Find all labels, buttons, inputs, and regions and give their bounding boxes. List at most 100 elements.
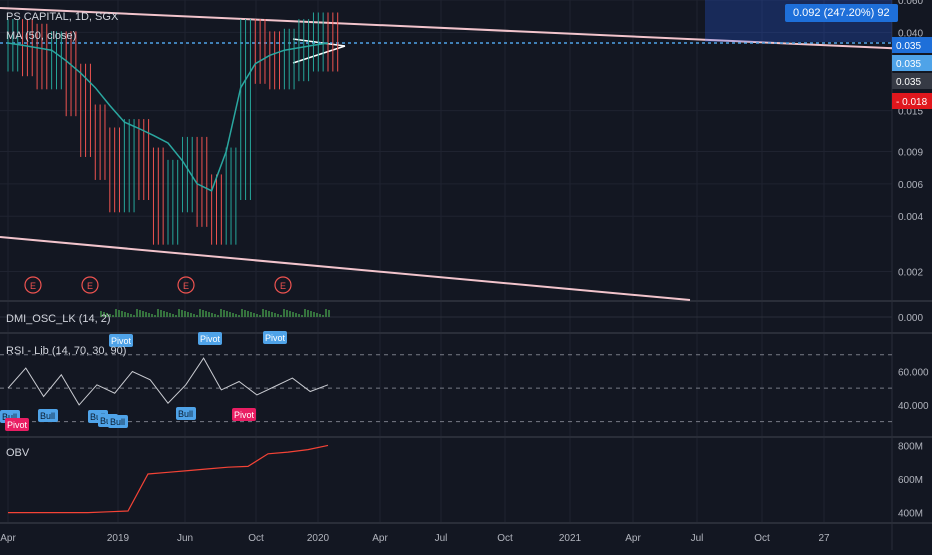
dmi-bar xyxy=(163,311,165,317)
dmi-bar xyxy=(112,315,114,317)
dmi-bar xyxy=(325,309,327,317)
dmi-bar xyxy=(301,315,303,317)
dmi-bar xyxy=(178,309,180,317)
dmi-bar xyxy=(247,311,249,317)
dmi-bar xyxy=(175,315,177,317)
lower-trendline xyxy=(0,236,691,301)
obv-axis-label: 800M xyxy=(898,441,923,452)
dmi-bar xyxy=(244,310,246,317)
dmi-bar xyxy=(142,311,144,317)
price-tag-bg xyxy=(892,37,932,53)
event-marker-text: E xyxy=(280,281,286,291)
dmi-bar xyxy=(241,309,243,317)
dmi-bar xyxy=(292,312,294,317)
price-tag: 0.035 xyxy=(892,73,932,89)
pivot-tag-text: Pivot xyxy=(7,420,28,430)
event-marker xyxy=(81,276,99,294)
x-tick-label: Jun xyxy=(177,533,193,544)
pivot-tag-bg xyxy=(5,418,29,431)
dmi-bar xyxy=(304,309,306,317)
pennant-lower xyxy=(292,45,346,64)
dmi-bar xyxy=(208,312,210,317)
pivot-tag-text: Pivot xyxy=(200,334,221,344)
pivot-tag-text: Pivot xyxy=(265,333,286,343)
x-tick-label: 2019 xyxy=(107,533,130,544)
dmi-bar xyxy=(184,311,186,317)
bull-tag-text: Bull xyxy=(100,416,115,426)
x-tick-label: 27 xyxy=(818,533,830,544)
dmi-bar xyxy=(169,313,171,317)
rsi-axis-label: 40.000 xyxy=(898,401,929,412)
dmi-bar xyxy=(100,311,102,317)
price-tag: 0.035 xyxy=(892,37,932,53)
event-marker-text: E xyxy=(30,281,36,291)
price-tag-text: 0.035 xyxy=(896,59,921,70)
dmi-bar xyxy=(259,315,261,317)
event-marker xyxy=(24,276,42,294)
pivot-tag-bg xyxy=(198,332,222,345)
dmi-bar xyxy=(139,310,141,317)
dmi-bar xyxy=(277,314,279,317)
pivot-tag-bg xyxy=(109,334,133,347)
dmi-bar xyxy=(205,311,207,317)
dmi-bar xyxy=(109,314,111,317)
dmi-bar xyxy=(253,313,255,317)
dmi-bar xyxy=(160,310,162,317)
dmi-bar xyxy=(211,313,213,317)
bull-tag-text: Bull xyxy=(40,411,55,421)
dmi-bar xyxy=(166,312,168,317)
dmi-bar xyxy=(313,312,315,317)
x-tick-label: Apr xyxy=(372,533,388,544)
dmi-bar xyxy=(298,314,300,317)
dmi-bar xyxy=(145,312,147,317)
pivot-tag-text: Pivot xyxy=(111,336,132,346)
price-tag: - 0.018 xyxy=(892,93,932,109)
x-tick-label: 2021 xyxy=(559,533,582,544)
rsi-pane-label: RSI - Lib (14, 70, 30, 90) xyxy=(6,345,127,357)
dmi-bar xyxy=(199,309,201,317)
y-tick-label: 0.004 xyxy=(898,212,923,223)
dmi-bar xyxy=(223,310,225,317)
price-tag-bg xyxy=(892,55,932,71)
dmi-bar xyxy=(214,314,216,317)
dmi-bar xyxy=(130,314,132,317)
price-tag-bg xyxy=(892,93,932,109)
dmi-bar xyxy=(286,310,288,317)
y-tick-label: 0.040 xyxy=(898,28,923,39)
dmi-bar xyxy=(226,311,228,317)
dmi-bar xyxy=(118,310,120,317)
dmi-pane-label: DMI_OSC_LK (14, 2) xyxy=(6,313,111,325)
dmi-bar xyxy=(220,309,222,317)
obv-axis-label: 400M xyxy=(898,509,923,520)
dmi-bar xyxy=(310,311,312,317)
pivot-tag-bg xyxy=(232,408,256,421)
x-tick-label: 2020 xyxy=(307,533,330,544)
price-tag: 0.035 xyxy=(892,55,932,71)
event-marker-text: E xyxy=(87,281,93,291)
dmi-bar xyxy=(322,315,324,317)
dmi-bar xyxy=(229,312,231,317)
pivot-tag-bg xyxy=(263,331,287,344)
dmi-bar xyxy=(193,314,195,317)
y-tick-label: 0.060 xyxy=(898,0,923,7)
obv-line xyxy=(8,444,329,514)
dmi-bar xyxy=(289,311,291,317)
dmi-bar xyxy=(307,310,309,317)
dmi-bar xyxy=(127,313,129,317)
dmi-bar xyxy=(319,314,321,317)
price-tag-text: 0.035 xyxy=(896,77,921,88)
bull-tag-bg xyxy=(108,415,128,428)
dmi-bar xyxy=(103,312,105,317)
dmi-bar xyxy=(280,315,282,317)
price-tag-text: 0.035 xyxy=(896,41,921,52)
bull-tag-text: Bull xyxy=(178,409,193,419)
y-tick-label: 0.015 xyxy=(898,107,923,118)
dmi-bar xyxy=(262,309,264,317)
dmi-bar xyxy=(181,310,183,317)
bull-tag-text: Bull xyxy=(90,412,105,422)
dmi-bar xyxy=(121,311,123,317)
obv-axis-label: 600M xyxy=(898,475,923,486)
